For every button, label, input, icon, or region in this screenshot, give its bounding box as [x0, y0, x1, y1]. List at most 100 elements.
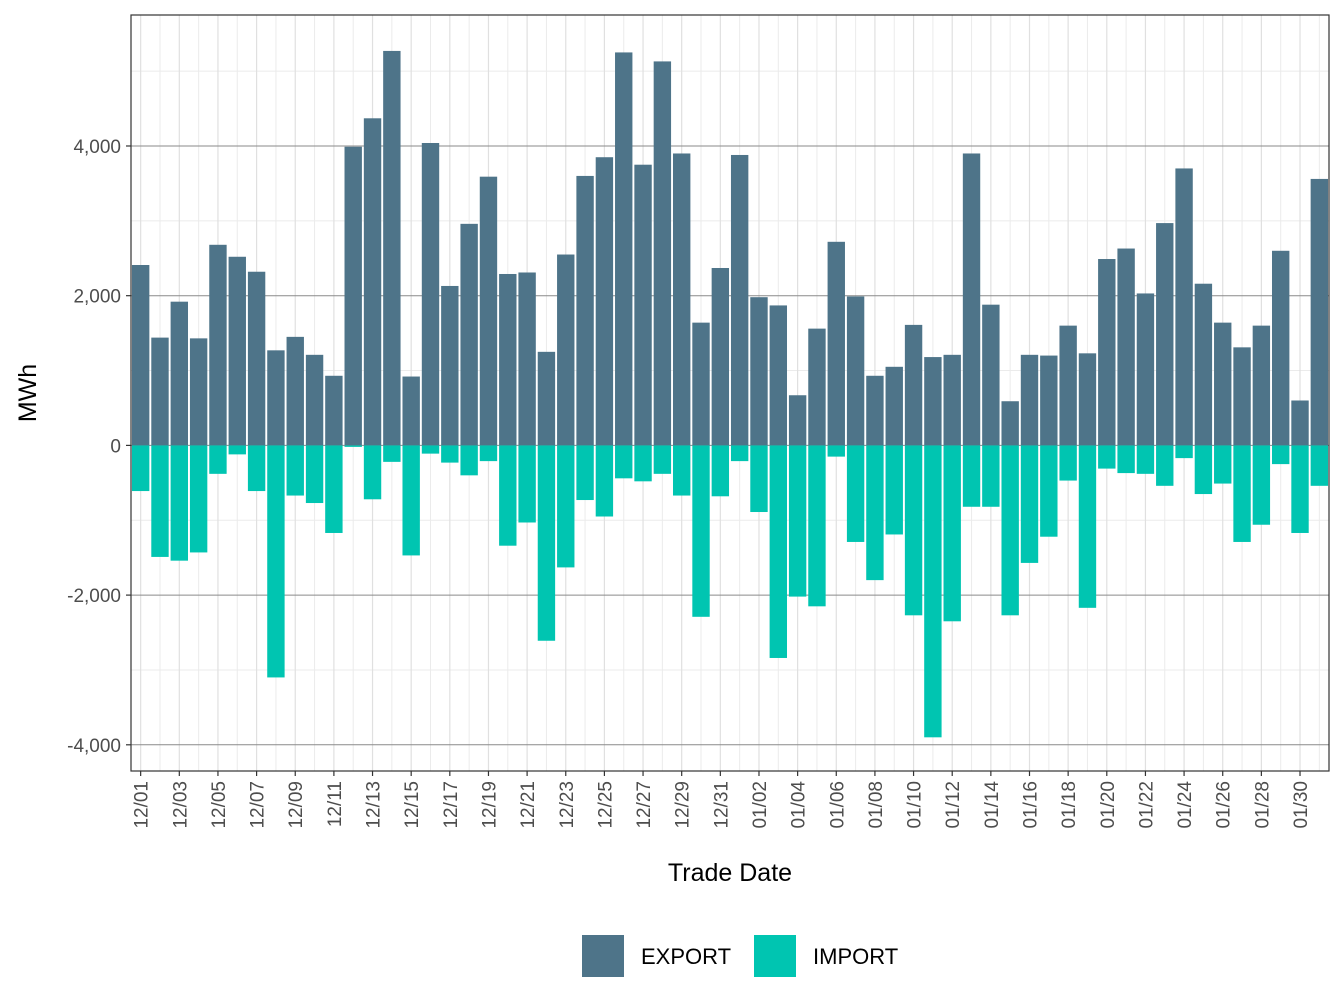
bar-import-12-20	[499, 445, 517, 546]
bar-import-01-31	[1310, 445, 1329, 486]
legend-key-import	[754, 935, 796, 977]
legend-label-import: IMPORT	[813, 944, 898, 969]
bar-export-01-11	[924, 357, 942, 446]
bar-export-01-24	[1175, 168, 1193, 446]
x-tick-label: 01/24	[1175, 781, 1196, 829]
x-tick-label: 12/03	[170, 781, 191, 829]
bar-export-01-01	[730, 154, 749, 446]
bar-export-12-20	[499, 273, 517, 446]
x-tick-label: 01/08	[866, 781, 887, 829]
x-tick-label: 12/07	[248, 781, 269, 829]
bar-import-01-08	[866, 445, 884, 581]
x-tick-label: 12/17	[441, 781, 462, 829]
bars	[131, 50, 1329, 738]
x-tick-label: 12/01	[132, 781, 153, 829]
bar-export-01-31	[1310, 178, 1329, 446]
bar-export-01-09	[885, 366, 903, 446]
bar-export-12-13	[363, 118, 382, 446]
bar-import-01-14	[982, 445, 1000, 507]
bar-import-01-10	[904, 445, 923, 616]
bar-export-12-26	[615, 52, 633, 446]
bar-export-12-08	[267, 350, 285, 446]
bar-import-01-30	[1291, 445, 1309, 533]
y-tick-label: 4,000	[73, 137, 121, 158]
bar-import-12-29	[672, 445, 691, 496]
bar-import-01-16	[1020, 445, 1039, 563]
bar-import-12-31	[711, 445, 730, 497]
bar-import-12-09	[286, 445, 304, 496]
bar-import-01-01	[730, 445, 749, 462]
bar-import-12-21	[518, 445, 536, 523]
bar-import-12-14	[383, 445, 401, 462]
bar-export-01-29	[1271, 250, 1290, 446]
bar-export-12-09	[286, 336, 304, 446]
bar-import-12-26	[615, 445, 633, 479]
bar-import-12-16	[421, 445, 440, 454]
bar-export-12-16	[421, 142, 440, 446]
bar-import-12-18	[460, 445, 478, 476]
bar-export-12-29	[672, 153, 691, 446]
bar-import-12-17	[441, 445, 459, 463]
bar-export-01-20	[1098, 259, 1116, 446]
bar-import-01-20	[1098, 445, 1116, 469]
bar-export-01-06	[827, 241, 845, 446]
bar-import-01-02	[750, 445, 768, 513]
bar-export-12-27	[634, 164, 652, 446]
bar-export-01-17	[1040, 355, 1058, 446]
x-tick-label: 01/28	[1252, 781, 1273, 829]
bar-export-01-07	[846, 296, 865, 446]
x-tick-label: 01/04	[789, 781, 810, 829]
bar-export-01-19	[1078, 353, 1097, 446]
bar-export-12-04	[189, 338, 208, 446]
x-tick-label: 01/20	[1098, 781, 1119, 829]
x-tick-label: 12/19	[479, 781, 500, 829]
bar-import-01-26	[1214, 445, 1232, 484]
bar-export-12-03	[170, 301, 189, 446]
bar-export-01-23	[1156, 223, 1174, 446]
bar-import-12-24	[576, 445, 594, 501]
bar-export-12-01	[131, 265, 150, 446]
bar-export-12-10	[305, 354, 324, 446]
bar-export-12-23	[557, 254, 575, 446]
bar-export-01-05	[808, 328, 826, 446]
x-tick-label: 12/05	[209, 781, 230, 829]
x-tick-label: 01/18	[1059, 781, 1080, 829]
bar-export-12-24	[576, 175, 594, 446]
legend-key-export	[582, 935, 624, 977]
bar-export-01-22	[1136, 293, 1155, 446]
bar-import-01-12	[943, 445, 961, 622]
bar-import-12-07	[247, 445, 266, 492]
y-axis-title: MWh	[14, 364, 42, 422]
x-tick-label: 12/27	[634, 781, 655, 829]
bar-import-12-12	[344, 445, 362, 447]
bar-import-01-19	[1078, 445, 1097, 608]
bar-import-01-27	[1233, 445, 1251, 542]
bar-export-01-13	[962, 153, 981, 446]
x-tick-label: 01/06	[827, 781, 848, 829]
bar-import-12-28	[653, 445, 672, 474]
bar-export-01-12	[943, 354, 961, 446]
bar-export-12-18	[460, 223, 478, 446]
bar-export-01-21	[1117, 248, 1135, 446]
bar-export-12-05	[209, 244, 227, 446]
bar-export-01-26	[1214, 322, 1232, 446]
bar-import-01-03	[769, 445, 788, 658]
x-tick-label: 01/16	[1021, 781, 1042, 829]
bar-import-12-25	[595, 445, 614, 517]
bar-export-01-14	[982, 304, 1000, 446]
x-tick-label: 01/22	[1136, 781, 1157, 829]
bar-export-12-31	[711, 267, 730, 446]
x-tick-label: 01/02	[750, 781, 771, 829]
bar-import-01-28	[1252, 445, 1271, 525]
bar-import-12-02	[151, 445, 169, 557]
bar-import-12-23	[557, 445, 575, 568]
bar-import-01-13	[962, 445, 981, 507]
bar-import-12-13	[363, 445, 382, 500]
bar-export-12-06	[228, 256, 246, 446]
x-tick-label: 01/12	[943, 781, 964, 829]
panel-border	[130, 14, 1330, 772]
bar-export-01-27	[1233, 347, 1251, 446]
x-tick-label: 12/21	[518, 781, 539, 829]
